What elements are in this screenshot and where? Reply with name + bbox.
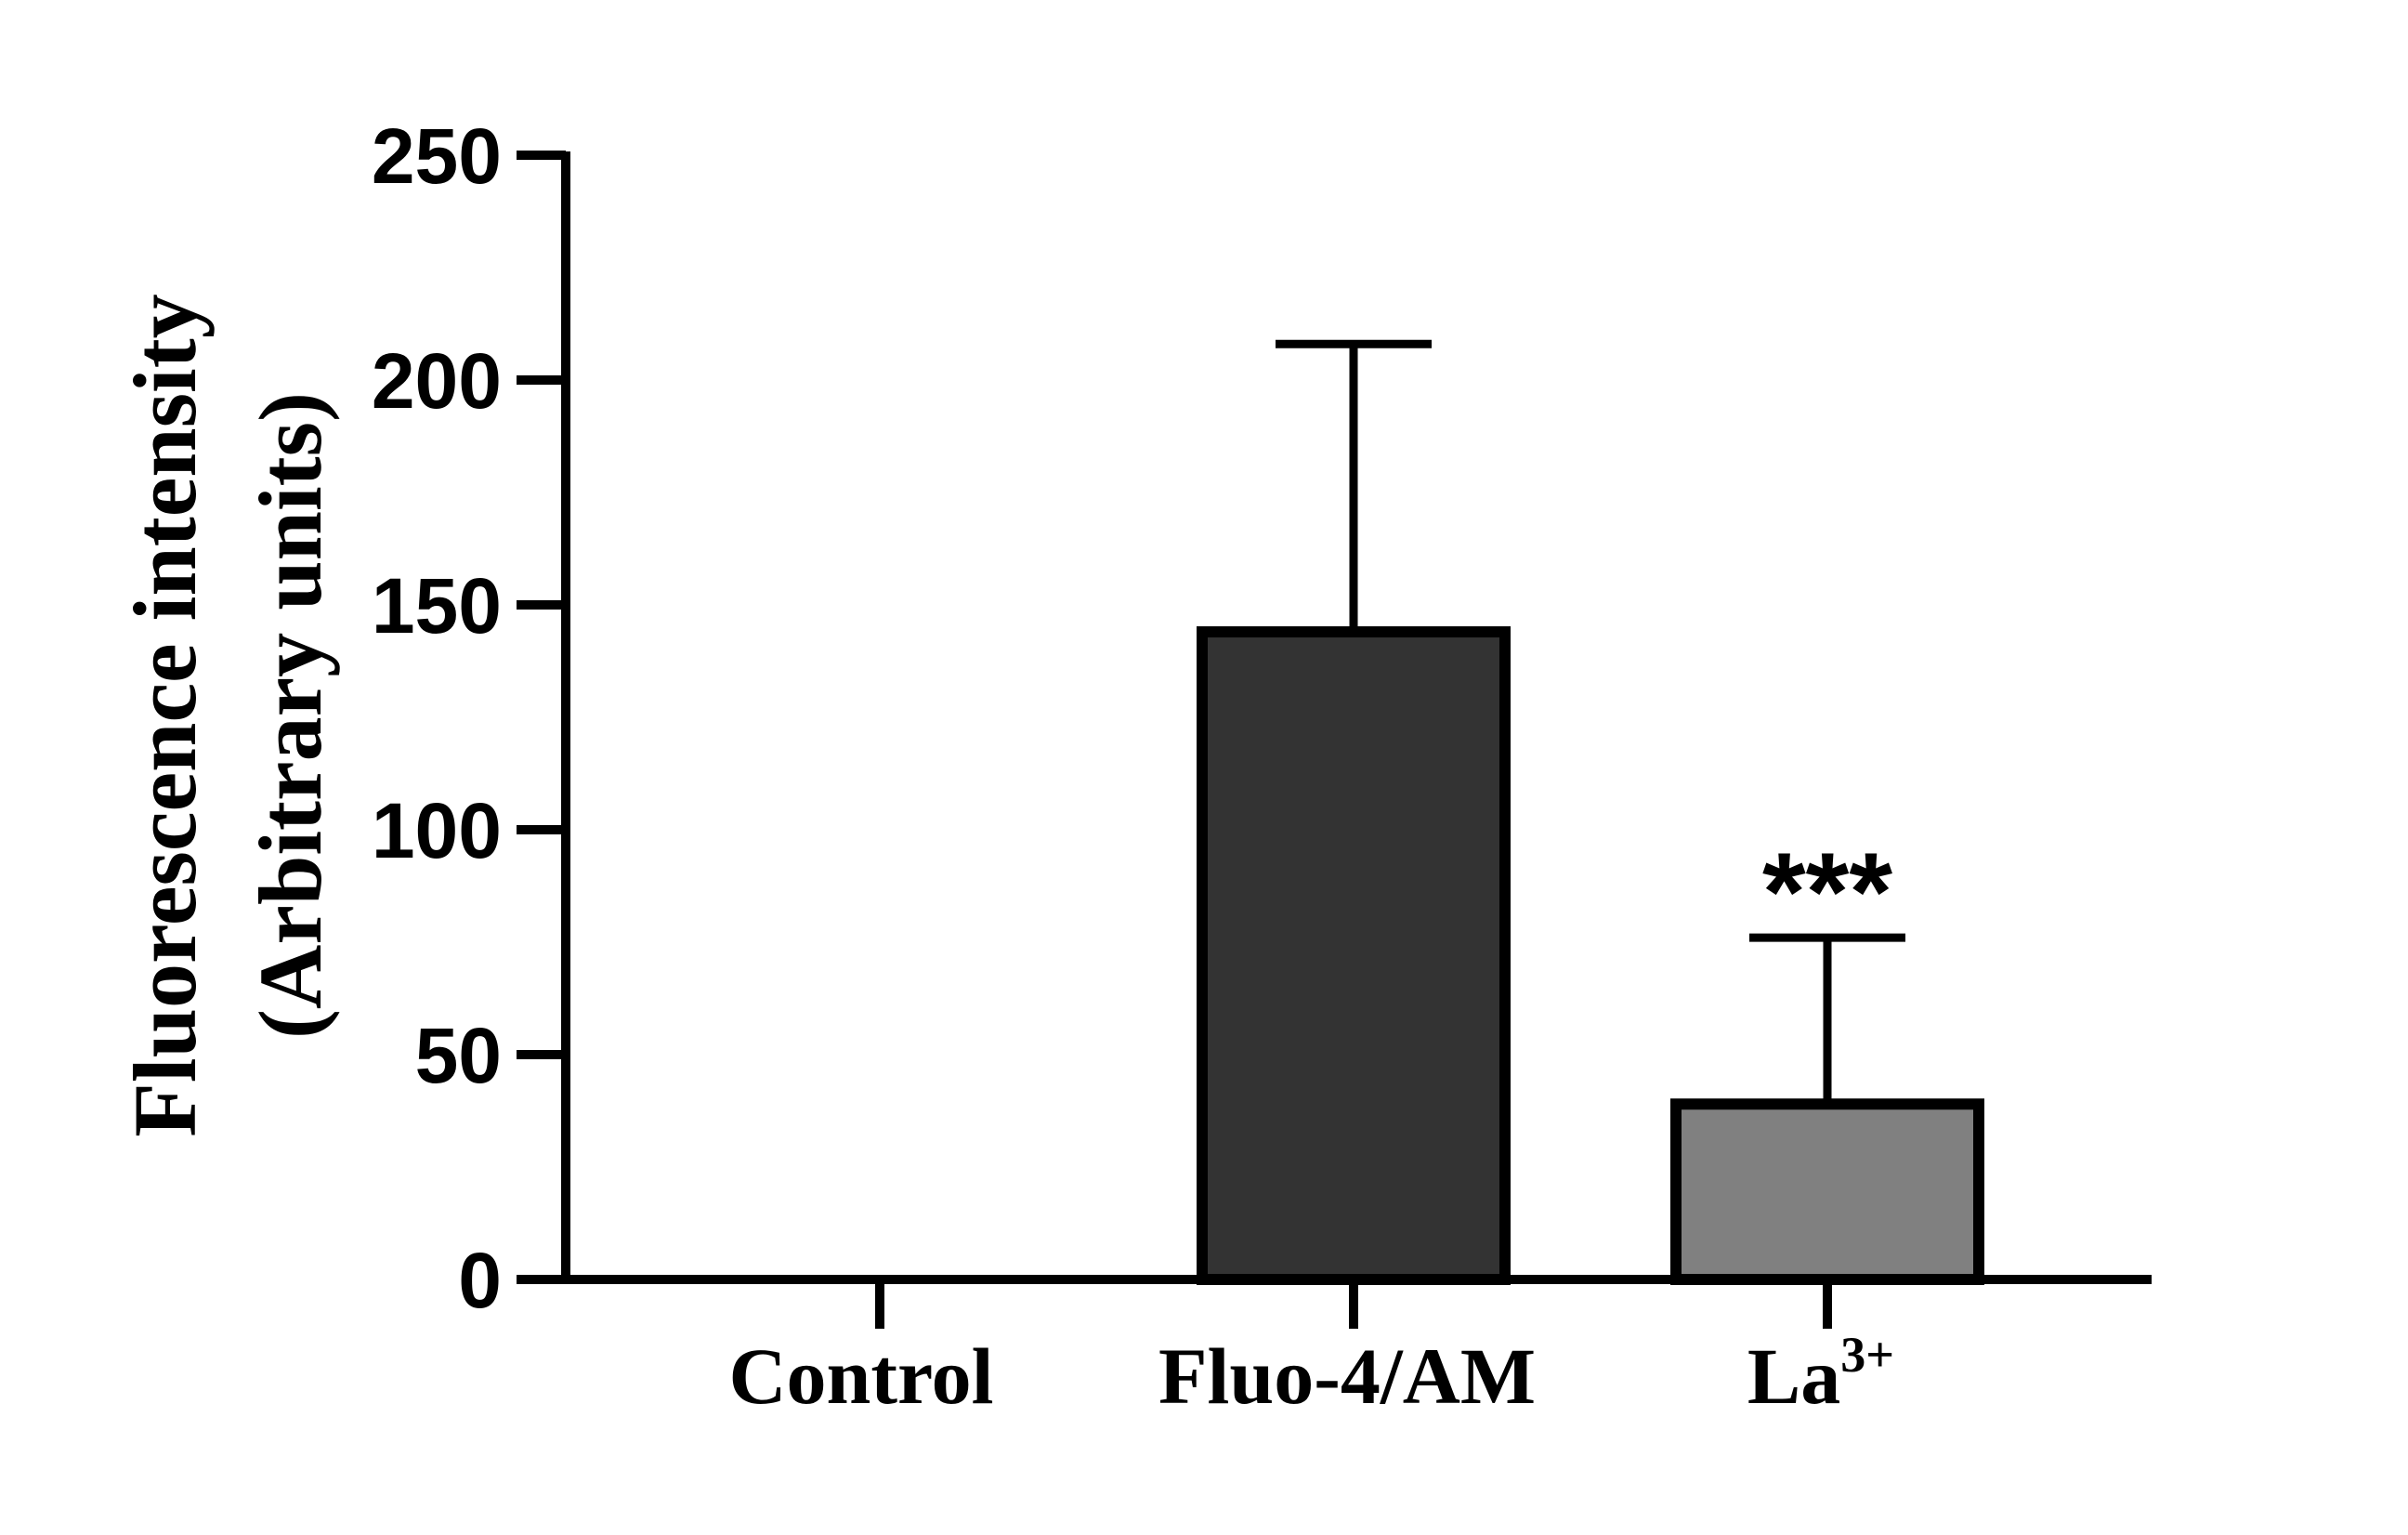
x-tick-label: Control (728, 1332, 993, 1421)
y-tick-label: 200 (372, 337, 502, 425)
y-tick-label: 250 (372, 112, 502, 200)
bar-fluo-4-am (1197, 626, 1511, 1285)
x-axis-ticks: Control Fluo-4/AM La3+ (728, 1279, 1894, 1421)
y-axis-title: Fluorescence intensity (Arbitrary units) (115, 294, 340, 1136)
y-axis-title-line-1: Fluorescence intensity (115, 294, 215, 1136)
x-tick-label: Fluo-4/AM (1158, 1332, 1536, 1421)
y-axis-ticks: 0 50 100 150 200 250 (372, 112, 566, 1324)
y-tick-label: 0 (458, 1237, 502, 1324)
y-tick-label: 150 (372, 562, 502, 649)
significance-label: *** (1762, 830, 1892, 954)
y-tick-label: 100 (372, 787, 502, 874)
bar-la (1670, 1098, 1984, 1285)
bars (1197, 626, 1984, 1285)
x-tick-label: La3+ (1747, 1327, 1894, 1421)
significance-annotations: *** (1762, 830, 1892, 954)
error-bars (1276, 339, 1905, 1105)
y-axis-title-line-2: (Arbitrary units) (241, 392, 340, 1039)
y-tick-label: 50 (415, 1012, 502, 1099)
